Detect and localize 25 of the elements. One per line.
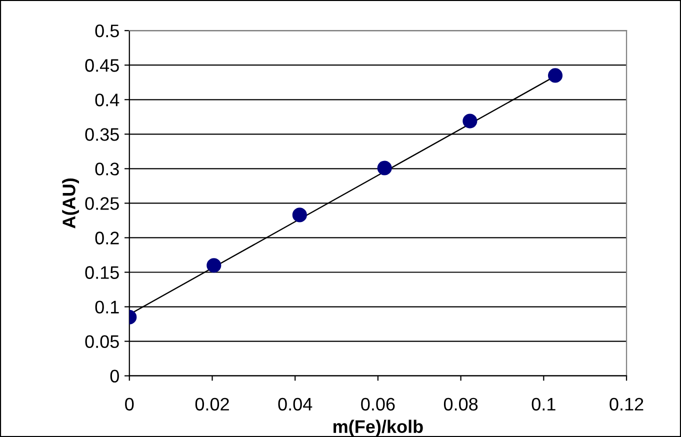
x-axis-title: m(Fe)/kolb <box>334 420 423 437</box>
x-tick-label: 0.08 <box>444 398 478 411</box>
point <box>548 68 563 83</box>
y-tick-label: 0 <box>110 370 119 383</box>
x-tick-label: 0.02 <box>195 398 229 411</box>
x-tick-label: 0.04 <box>278 398 312 411</box>
point <box>462 114 478 128</box>
x-tick-label: 0.1 <box>532 398 556 411</box>
y-tick-label: 0.05 <box>85 335 119 348</box>
x-tick-label: 0 <box>125 398 134 411</box>
x-tick-label: 0.12 <box>610 398 644 411</box>
y-tick-label: 0.5 <box>95 24 119 38</box>
y-tick-label: 0.45 <box>85 59 119 72</box>
y-tick-label: 0.15 <box>85 266 119 279</box>
y-axis-title: A(AU) <box>62 178 79 228</box>
y-tick-label: 0.2 <box>95 232 119 244</box>
point <box>206 258 222 273</box>
y-tick-label: 0.3 <box>95 162 119 176</box>
point <box>377 160 392 176</box>
y-tick-label: 0.35 <box>85 128 119 141</box>
y-tick-label: 0.1 <box>95 300 119 314</box>
x-tick-label: 0.06 <box>361 398 395 411</box>
point <box>292 208 307 222</box>
y-tick-label: 0.25 <box>85 197 119 210</box>
y-tick-label: 0.4 <box>95 94 120 106</box>
